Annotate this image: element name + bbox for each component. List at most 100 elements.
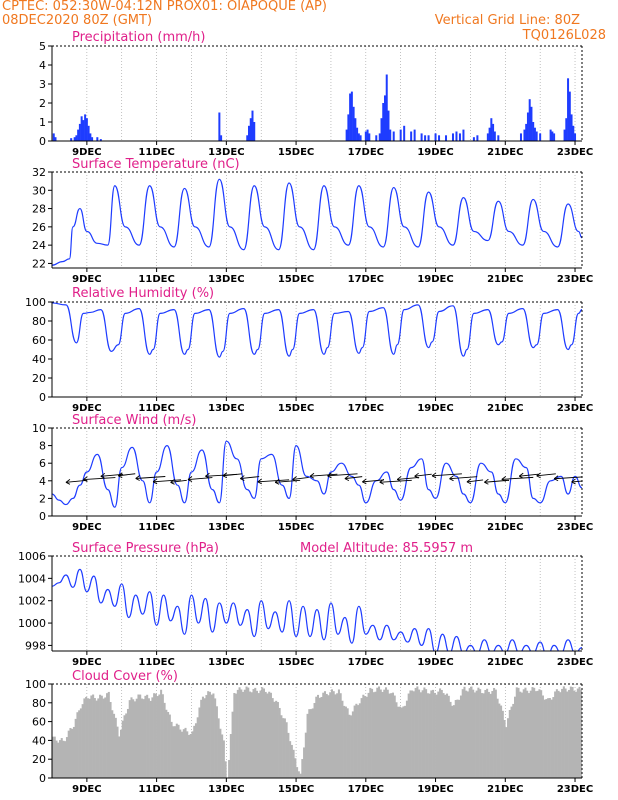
wind-arrow [257, 479, 290, 483]
wind-arrow [571, 480, 582, 483]
x-tick-label: 9DEC [72, 657, 101, 668]
precip-bar [96, 137, 99, 141]
cloud-bar [297, 771, 300, 778]
cloud-bar [255, 690, 259, 778]
cloud-bar [296, 767, 299, 778]
model-altitude-label: Model Altitude: 85.5957 m [300, 541, 473, 556]
wind-arrow [83, 477, 116, 481]
cloud-bar [306, 713, 309, 778]
cloud-bar [53, 736, 56, 778]
cloud-bar [126, 708, 130, 778]
wind-arrowhead [553, 475, 559, 482]
cloud-bar [369, 687, 372, 778]
cloud-bar [358, 703, 361, 778]
cloud-bar [395, 702, 398, 778]
cloud-bar [167, 712, 170, 778]
x-tick-label: 13DEC [208, 657, 244, 668]
cloud-bar [179, 729, 182, 778]
precip-bar [70, 138, 73, 141]
cloud-bar [264, 691, 267, 778]
cloud-bar [468, 688, 471, 778]
cloud-bar [341, 700, 344, 778]
cloud-bar [466, 691, 469, 778]
cloud-bar [280, 715, 283, 778]
cloud-bar [303, 747, 306, 778]
cloud-bar [52, 736, 55, 778]
precip-bar [535, 131, 538, 141]
precip-bar [490, 118, 493, 141]
precip-bar [570, 114, 573, 141]
cloud-bar [337, 689, 340, 778]
cloud-bar [184, 727, 187, 778]
cloud-bar [275, 700, 278, 778]
y-tick-label: 100 [25, 296, 46, 309]
cloud-bar [557, 690, 560, 778]
wind-arrowhead [536, 472, 541, 479]
cloud-bar [402, 706, 405, 778]
cloud-bar [517, 687, 520, 778]
x-tick-label: 23DEC [557, 784, 593, 795]
x-tick-label: 21DEC [487, 147, 523, 158]
cloud-bar [371, 688, 374, 778]
series-line [52, 302, 582, 358]
wind-arrow [432, 473, 462, 477]
y-tick-label: 40 [32, 734, 46, 747]
cloud-bar [308, 709, 311, 778]
panel-5: 998 1000 1002 1004 1006 9DEC 11DEC 13DEC 15DEC 17… [18, 541, 593, 668]
cloud-bar [207, 691, 210, 778]
cloud-bar [142, 699, 145, 778]
precip-bar [84, 114, 87, 141]
cloud-bar [58, 740, 62, 778]
cloud-bar [109, 701, 112, 778]
x-tick-label: 21DEC [487, 784, 523, 795]
precip-bar [413, 129, 416, 141]
cloud-bar [447, 695, 450, 778]
cloud-bar [228, 759, 231, 778]
cloud-bar [102, 698, 105, 778]
cloud-bar [550, 699, 553, 778]
panel-title: Relative Humidity (%) [72, 286, 214, 301]
precip-bar [519, 133, 522, 141]
cloud-bar [576, 688, 579, 778]
x-tick-label: 15DEC [278, 147, 314, 158]
cloud-bar [149, 700, 152, 778]
panel-data [52, 686, 582, 778]
cloud-bar [318, 697, 321, 778]
precip-bar [73, 137, 76, 141]
cloud-bar [323, 691, 327, 778]
precip-bar [82, 120, 85, 141]
cloud-bar [294, 758, 297, 778]
panel-title: Precipitation (mm/h) [72, 30, 205, 45]
cloud-bar [487, 691, 490, 778]
cloud-bar [285, 722, 288, 778]
x-tick-label: 23DEC [557, 522, 593, 533]
cloud-bar [57, 742, 60, 778]
cloud-bar [78, 710, 81, 778]
cloud-bar [60, 738, 63, 778]
cloud-bar [133, 701, 136, 778]
cloud-bar [299, 773, 302, 778]
cloud-bar [128, 700, 131, 778]
x-tick-label: 21DEC [487, 403, 523, 414]
x-tick-label: 11DEC [138, 522, 174, 533]
cloud-bar [355, 703, 358, 778]
precip-bar [392, 131, 395, 141]
cloud-bar [564, 688, 567, 778]
x-tick-label: 9DEC [72, 403, 101, 414]
cloud-bar [139, 694, 142, 778]
cloud-bar [548, 698, 551, 778]
cloud-bar [243, 689, 246, 778]
cloud-bar [543, 699, 546, 778]
cloud-bar [578, 686, 581, 778]
cloud-bar [571, 687, 574, 778]
cloud-bar [405, 700, 408, 778]
wind-arrowhead [135, 475, 140, 481]
x-tick-label: 15DEC [278, 403, 314, 414]
cloud-bar [559, 692, 562, 778]
wind-arrowhead [240, 475, 245, 481]
x-tick-label: 23DEC [557, 274, 593, 285]
precip-bar [75, 135, 78, 141]
cloud-bar [514, 696, 517, 778]
x-tick-label: 15DEC [278, 784, 314, 795]
x-tick-label: 17DEC [348, 784, 384, 795]
